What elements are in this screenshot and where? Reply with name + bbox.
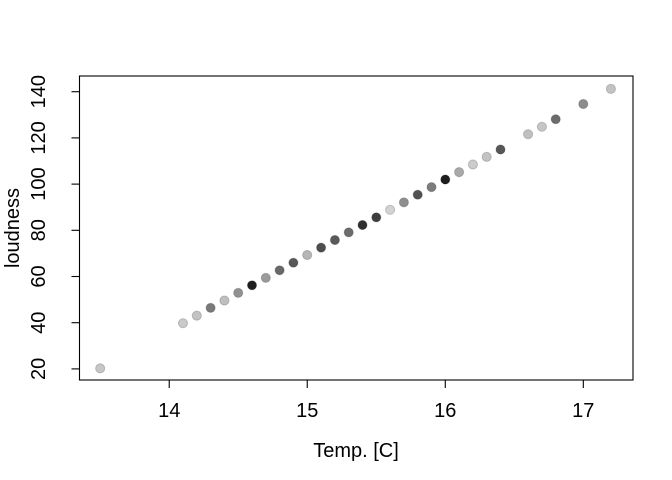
data-point [398,197,409,208]
data-point [550,114,561,125]
data-point [246,280,258,291]
data-point [95,363,106,374]
data-point [260,272,271,283]
x-tick-label: 17 [572,400,594,422]
data-point [233,287,244,298]
y-tick-label: 20 [28,358,50,380]
data-point [219,295,230,306]
y-tick-label: 80 [28,219,50,241]
data-point [536,121,548,132]
data-point [191,310,202,321]
data-point [177,318,189,329]
y-tick-label: 120 [28,121,50,154]
data-point [426,182,437,193]
data-point [329,234,340,246]
y-tick-label: 40 [28,312,50,334]
data-point [467,159,478,170]
data-point [316,242,327,253]
y-tick-label: 100 [28,167,50,200]
data-point [578,98,589,110]
data-point [495,144,506,155]
points-layer [95,83,617,374]
data-point [357,219,368,231]
data-point [205,302,216,313]
data-point [288,257,299,268]
x-tick-label: 16 [434,400,456,422]
data-point [371,212,382,223]
data-point [605,83,617,95]
data-point [523,129,534,140]
y-tick-label: 140 [28,75,50,108]
data-point [454,167,465,178]
data-point [343,227,354,238]
data-point [481,151,492,162]
y-axis-title: loudness [2,188,24,268]
plot-box [78,75,634,381]
data-point [274,265,285,276]
data-point [440,174,451,185]
x-tick-label: 14 [158,400,180,422]
x-axis-title: Temp. [C] [313,440,399,462]
x-axis: 14 15 16 17 [158,380,594,422]
data-point [412,189,423,200]
y-tick-label: 60 [28,265,50,287]
x-tick-label: 15 [296,400,318,422]
data-point [385,204,396,215]
y-axis: 20 40 60 80 100 120 140 [28,75,80,380]
data-point [302,249,313,261]
